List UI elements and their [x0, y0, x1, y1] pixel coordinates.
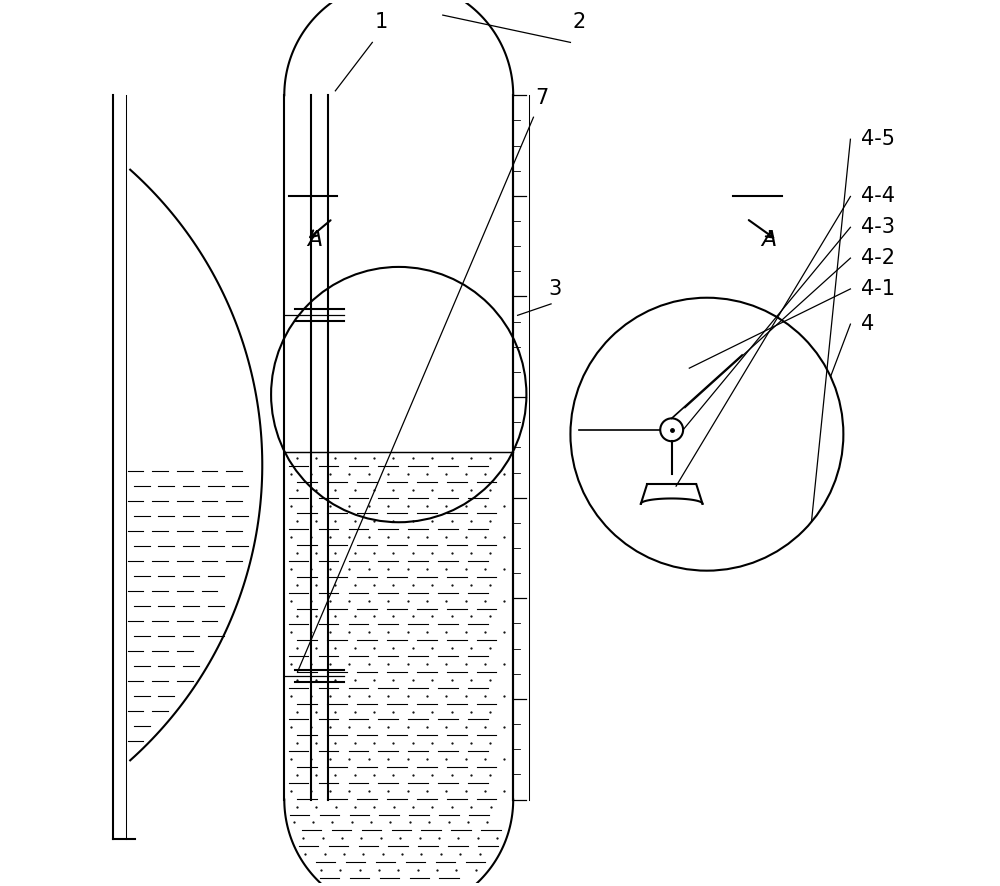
- Text: 2: 2: [573, 12, 586, 32]
- Text: 7: 7: [536, 88, 549, 107]
- Text: A: A: [307, 230, 323, 251]
- Text: A: A: [761, 230, 776, 251]
- Text: 1: 1: [375, 12, 388, 32]
- Text: 4-4: 4-4: [861, 186, 895, 206]
- Text: 4: 4: [861, 315, 874, 334]
- Text: 3: 3: [549, 279, 562, 299]
- Text: 4-1: 4-1: [861, 279, 895, 299]
- Text: 4-3: 4-3: [861, 217, 895, 237]
- Text: 4-5: 4-5: [861, 129, 895, 149]
- Text: 4-2: 4-2: [861, 248, 895, 268]
